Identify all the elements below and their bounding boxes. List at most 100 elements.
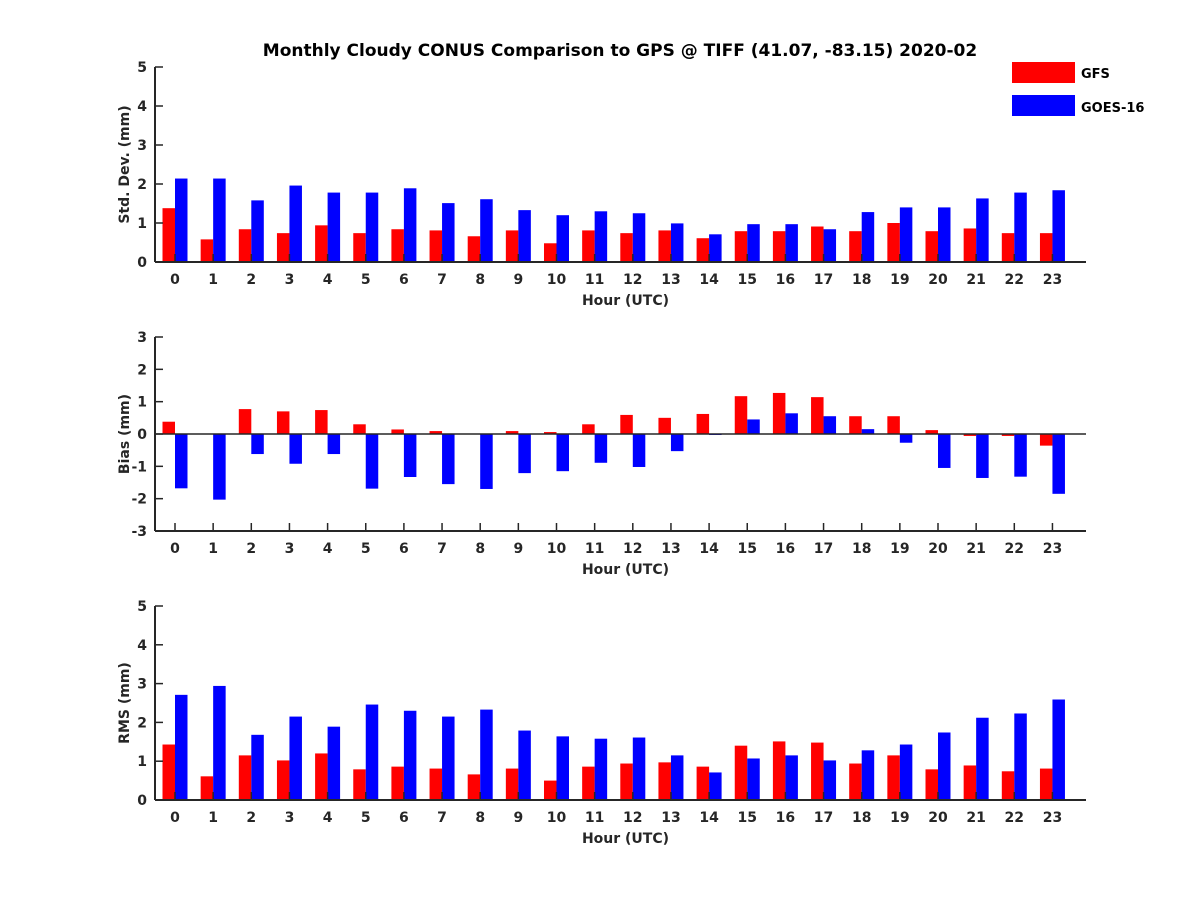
- bar-bias-mm-goes-16-hour-8: [480, 434, 493, 489]
- x-tick-label-std-dev-mm-7: 7: [437, 272, 447, 288]
- x-tick-label-bias-mm-12: 12: [623, 541, 642, 557]
- bar-bias-mm-goes-16-hour-9: [518, 434, 531, 474]
- bar-bias-mm-goes-16-hour-11: [594, 434, 608, 463]
- bar-rms-mm-gfs-hour-23: [1039, 768, 1053, 800]
- bar-bias-mm-goes-16-hour-17: [823, 416, 837, 434]
- x-tick-label-std-dev-mm-10: 10: [547, 272, 567, 288]
- bar-bias-mm-goes-16-hour-23: [1052, 434, 1065, 494]
- bar-std-dev-mm-goes-16-hour-22: [1014, 192, 1027, 262]
- x-tick-label-rms-mm-1: 1: [208, 810, 218, 826]
- y-tick-label-rms-mm-1: 1: [137, 754, 147, 770]
- bar-std-dev-mm-gfs-hour-23: [1039, 233, 1053, 262]
- bar-rms-mm-gfs-hour-20: [925, 769, 938, 800]
- bar-rms-mm-goes-16-hour-11: [594, 738, 608, 800]
- y-tick-label-rms-mm-4: 4: [137, 638, 147, 654]
- x-tick-label-std-dev-mm-21: 21: [966, 272, 985, 288]
- x-tick-label-rms-mm-23: 23: [1043, 810, 1062, 826]
- x-tick-label-rms-mm-8: 8: [475, 810, 485, 826]
- bar-std-dev-mm-goes-16-hour-20: [938, 207, 951, 262]
- bar-rms-mm-gfs-hour-2: [238, 755, 252, 800]
- x-tick-label-rms-mm-4: 4: [323, 810, 333, 826]
- bar-std-dev-mm-goes-16-hour-8: [480, 199, 493, 262]
- bar-rms-mm-goes-16-hour-10: [556, 736, 569, 800]
- x-tick-label-rms-mm-17: 17: [814, 810, 833, 826]
- x-tick-label-bias-mm-20: 20: [928, 541, 948, 557]
- x-tick-label-std-dev-mm-12: 12: [623, 272, 642, 288]
- bar-std-dev-mm-gfs-hour-11: [582, 230, 595, 262]
- bar-std-dev-mm-goes-16-hour-5: [365, 192, 379, 262]
- bar-std-dev-mm-goes-16-hour-9: [518, 210, 531, 262]
- bar-std-dev-mm-goes-16-hour-18: [861, 212, 875, 262]
- x-tick-label-rms-mm-7: 7: [437, 810, 447, 826]
- bar-std-dev-mm-gfs-hour-9: [505, 230, 519, 262]
- x-tick-label-rms-mm-22: 22: [1005, 810, 1024, 826]
- x-tick-label-std-dev-mm-1: 1: [208, 272, 218, 288]
- y-tick-label-std-dev-mm-1: 1: [137, 216, 147, 232]
- x-axis-label-rms-mm: Hour (UTC): [582, 831, 669, 847]
- bar-std-dev-mm-goes-16-hour-2: [251, 200, 264, 262]
- x-tick-label-bias-mm-13: 13: [661, 541, 680, 557]
- bar-std-dev-mm-gfs-hour-22: [1001, 233, 1015, 262]
- y-tick-label-bias-mm-3: 3: [137, 330, 147, 346]
- x-tick-label-std-dev-mm-4: 4: [323, 272, 333, 288]
- x-axis-label-bias-mm: Hour (UTC): [582, 562, 669, 578]
- bar-std-dev-mm-gfs-hour-5: [353, 233, 366, 262]
- y-tick-label-bias-mm-0: 0: [137, 427, 147, 443]
- bar-std-dev-mm-goes-16-hour-16: [785, 224, 798, 262]
- bar-rms-mm-gfs-hour-13: [658, 762, 671, 800]
- bar-rms-mm-goes-16-hour-9: [518, 730, 531, 800]
- x-tick-label-std-dev-mm-16: 16: [776, 272, 795, 288]
- bar-std-dev-mm-goes-16-hour-17: [823, 229, 837, 262]
- x-tick-label-rms-mm-18: 18: [852, 810, 871, 826]
- bar-std-dev-mm-goes-16-hour-14: [709, 234, 722, 262]
- bar-bias-mm-goes-16-hour-16: [785, 413, 798, 434]
- bar-rms-mm-goes-16-hour-3: [289, 716, 302, 800]
- bar-rms-mm-gfs-hour-6: [391, 766, 404, 800]
- bar-bias-mm-gfs-hour-21: [963, 434, 977, 436]
- chart-title: Monthly Cloudy CONUS Comparison to GPS @…: [263, 41, 977, 61]
- x-tick-label-std-dev-mm-9: 9: [513, 272, 523, 288]
- bar-std-dev-mm-goes-16-hour-13: [670, 223, 684, 262]
- x-tick-label-bias-mm-21: 21: [966, 541, 985, 557]
- x-tick-label-rms-mm-2: 2: [246, 810, 256, 826]
- x-tick-label-std-dev-mm-0: 0: [170, 272, 180, 288]
- bar-std-dev-mm-goes-16-hour-11: [594, 211, 608, 262]
- bar-rms-mm-gfs-hour-7: [429, 768, 443, 800]
- y-axis-label-rms-mm: RMS (mm): [117, 662, 133, 744]
- x-tick-label-std-dev-mm-2: 2: [246, 272, 256, 288]
- bar-rms-mm-goes-16-hour-19: [899, 744, 913, 800]
- bar-rms-mm-goes-16-hour-13: [670, 755, 684, 800]
- bar-std-dev-mm-gfs-hour-3: [276, 233, 290, 262]
- x-tick-label-bias-mm-16: 16: [776, 541, 795, 557]
- bar-rms-mm-gfs-hour-18: [849, 763, 862, 800]
- y-tick-label-bias-mm-3: -3: [131, 524, 147, 540]
- x-tick-label-std-dev-mm-15: 15: [738, 272, 757, 288]
- bar-rms-mm-goes-16-hour-14: [709, 772, 722, 800]
- bar-bias-mm-goes-16-hour-4: [327, 434, 341, 455]
- x-tick-label-bias-mm-0: 0: [170, 541, 180, 557]
- x-tick-label-bias-mm-22: 22: [1005, 541, 1024, 557]
- bar-bias-mm-goes-16-hour-13: [670, 434, 684, 452]
- x-tick-label-bias-mm-11: 11: [585, 541, 604, 557]
- x-tick-label-bias-mm-23: 23: [1043, 541, 1062, 557]
- bar-bias-mm-gfs-hour-22: [1001, 434, 1015, 436]
- bar-rms-mm-gfs-hour-21: [963, 765, 977, 800]
- bar-bias-mm-gfs-hour-6: [391, 429, 404, 434]
- x-tick-label-std-dev-mm-22: 22: [1005, 272, 1024, 288]
- bar-std-dev-mm-gfs-hour-6: [391, 229, 404, 262]
- bar-rms-mm-gfs-hour-14: [696, 766, 710, 800]
- x-tick-label-std-dev-mm-14: 14: [699, 272, 719, 288]
- bar-rms-mm-gfs-hour-0: [162, 744, 175, 800]
- bar-bias-mm-gfs-hour-12: [620, 414, 633, 434]
- bar-bias-mm-gfs-hour-18: [849, 416, 862, 434]
- y-axis-label-bias-mm: Bias (mm): [117, 394, 133, 474]
- bar-std-dev-mm-goes-16-hour-6: [403, 188, 417, 262]
- bar-rms-mm-goes-16-hour-6: [403, 710, 417, 800]
- x-tick-label-rms-mm-15: 15: [738, 810, 757, 826]
- legend-label-gfs: GFS: [1081, 67, 1110, 82]
- y-tick-label-std-dev-mm-0: 0: [137, 255, 147, 271]
- x-tick-label-bias-mm-1: 1: [208, 541, 218, 557]
- x-tick-label-std-dev-mm-19: 19: [890, 272, 909, 288]
- legend-swatch-goes16: [1012, 95, 1075, 116]
- bar-rms-mm-gfs-hour-10: [544, 780, 557, 800]
